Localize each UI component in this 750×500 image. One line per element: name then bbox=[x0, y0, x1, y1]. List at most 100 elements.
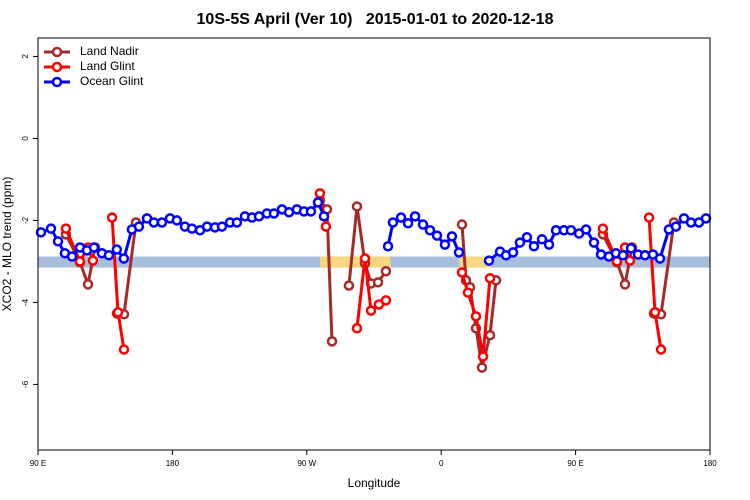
y-tick-label: 0 bbox=[21, 136, 30, 141]
data-point bbox=[312, 197, 324, 208]
legend-label: Land Glint bbox=[80, 59, 135, 73]
data-point bbox=[462, 287, 474, 298]
data-point bbox=[118, 253, 130, 264]
data-point bbox=[380, 295, 392, 306]
data-point bbox=[670, 221, 682, 232]
data-point bbox=[52, 236, 64, 247]
data-point bbox=[88, 242, 100, 253]
x-axis-label: Longitude bbox=[348, 476, 401, 490]
x-tick-label: 0 bbox=[439, 459, 444, 468]
data-point bbox=[402, 218, 414, 229]
y-tick-label: -2 bbox=[21, 216, 30, 224]
data-point bbox=[446, 231, 458, 242]
data-point bbox=[60, 223, 72, 234]
data-point bbox=[597, 223, 609, 234]
data-point bbox=[439, 239, 451, 250]
data-point bbox=[507, 247, 519, 258]
data-point bbox=[186, 223, 198, 234]
data-point bbox=[431, 230, 443, 241]
data-point bbox=[45, 223, 57, 234]
x-tick-label: 90 E bbox=[567, 459, 583, 468]
data-point bbox=[66, 251, 78, 262]
chart-title: 10S-5S April (Ver 10) 2015-01-01 to 2020… bbox=[197, 11, 554, 28]
data-point bbox=[417, 219, 429, 230]
data-point bbox=[268, 208, 280, 219]
data-point bbox=[305, 206, 317, 217]
data-point bbox=[343, 280, 355, 291]
y-tick-label: 2 bbox=[21, 54, 30, 59]
data-point bbox=[514, 237, 526, 248]
data-point bbox=[484, 272, 496, 284]
data-point bbox=[588, 237, 600, 248]
data-point bbox=[103, 250, 115, 261]
legend-marker bbox=[51, 46, 63, 58]
data-point bbox=[453, 247, 465, 258]
data-point bbox=[470, 311, 482, 322]
data-point bbox=[655, 344, 667, 355]
data-point bbox=[476, 362, 488, 373]
data-point bbox=[395, 212, 407, 223]
data-point bbox=[74, 256, 86, 267]
plot-frame bbox=[37, 37, 711, 451]
data-point bbox=[528, 241, 540, 252]
highlight-range bbox=[320, 256, 391, 268]
legend-marker bbox=[51, 76, 63, 88]
data-point bbox=[133, 221, 145, 232]
x-tick-label: 90 E bbox=[30, 459, 46, 468]
data-point bbox=[351, 201, 363, 212]
data-point bbox=[359, 253, 371, 264]
data-point bbox=[619, 279, 631, 290]
y-tick-label: -6 bbox=[21, 380, 30, 388]
x-tick-label: 180 bbox=[703, 459, 717, 468]
data-point bbox=[700, 213, 712, 224]
legend-label: Ocean Glint bbox=[80, 74, 144, 88]
data-point bbox=[387, 217, 399, 228]
data-point bbox=[456, 219, 468, 230]
data-point bbox=[351, 322, 363, 334]
data-point bbox=[148, 217, 160, 228]
data-point bbox=[477, 351, 489, 362]
data-point bbox=[624, 255, 636, 266]
data-point bbox=[231, 217, 243, 228]
data-point bbox=[112, 307, 124, 318]
legend-label: Land Nadir bbox=[80, 44, 139, 58]
data-point bbox=[580, 224, 592, 235]
data-point bbox=[649, 307, 661, 318]
data-point bbox=[380, 266, 392, 277]
data-point bbox=[382, 241, 394, 252]
data-point bbox=[372, 277, 384, 288]
data-point bbox=[483, 255, 495, 266]
x-tick-label: 180 bbox=[166, 459, 180, 468]
data-point bbox=[521, 231, 533, 243]
data-point bbox=[654, 253, 666, 264]
data-point bbox=[87, 255, 99, 266]
data-point bbox=[314, 188, 326, 199]
data-point bbox=[484, 329, 496, 341]
data-point bbox=[320, 221, 332, 232]
data-point bbox=[326, 336, 338, 347]
data-point bbox=[543, 239, 555, 250]
data-point bbox=[118, 344, 130, 355]
highlight-range bbox=[459, 256, 491, 268]
data-point bbox=[365, 305, 377, 316]
y-tick-label: -4 bbox=[21, 298, 30, 306]
data-point bbox=[216, 221, 228, 232]
data-point bbox=[318, 211, 330, 222]
data-point bbox=[536, 234, 548, 245]
data-point bbox=[35, 227, 47, 238]
legend-marker bbox=[51, 61, 63, 73]
data-point bbox=[617, 250, 629, 261]
data-point bbox=[643, 212, 655, 223]
data-point bbox=[82, 279, 94, 290]
data-point bbox=[625, 243, 637, 254]
data-point bbox=[156, 217, 168, 228]
x-tick-label: 90 W bbox=[297, 459, 316, 468]
data-point bbox=[424, 225, 436, 236]
data-point bbox=[456, 267, 468, 278]
data-point bbox=[171, 215, 183, 226]
data-point bbox=[106, 212, 118, 223]
data-point bbox=[565, 225, 577, 236]
data-point bbox=[111, 244, 123, 255]
data-point bbox=[409, 211, 421, 222]
